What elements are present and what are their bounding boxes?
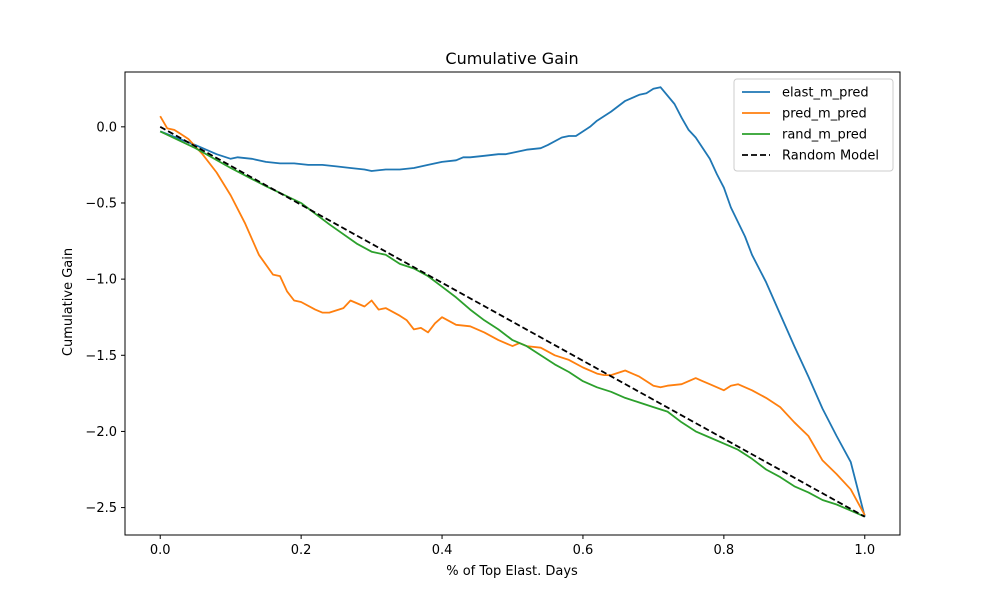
legend-box <box>733 78 894 172</box>
x-tick-label: 1.0 <box>854 543 875 558</box>
y-axis-label: Cumulative Gain <box>61 248 76 356</box>
series-line-elast-m-pred <box>159 86 866 517</box>
x-axis-label: % of Top Elast. Days <box>446 564 578 579</box>
x-tick-label: 0.2 <box>291 543 312 558</box>
chart-title: Cumulative Gain <box>445 49 578 68</box>
series-line-random-model <box>159 126 866 518</box>
legend-entry-label: rand_m_pred <box>782 128 867 143</box>
plot-area <box>124 71 901 536</box>
legend-entry-label: elast_m_pred <box>782 86 869 101</box>
series-line-pred-m-pred <box>159 115 866 516</box>
legend-entry-label: Random Model <box>782 149 879 164</box>
y-tick-label: −0.5 <box>85 196 117 211</box>
x-tick-label: 0.8 <box>714 543 735 558</box>
y-tick-label: 0.0 <box>96 120 117 135</box>
legend: elast_m_pred pred_m_pred rand_m_pred Random… <box>733 78 894 172</box>
y-axis-ticks: 0.0 −0.5 −1.0 −1.5 −2.0 −2.5 <box>85 120 125 516</box>
y-tick-label: −2.0 <box>85 425 117 440</box>
y-tick-label: −1.5 <box>85 349 117 364</box>
y-tick-label: −1.0 <box>85 273 117 288</box>
x-tick-label: 0.4 <box>432 543 453 558</box>
axes-frame <box>124 71 901 536</box>
series-line-rand-m-pred <box>159 130 866 518</box>
y-tick-label: −2.5 <box>85 501 117 516</box>
x-tick-label: 0.6 <box>573 543 594 558</box>
x-axis-ticks: 0.0 0.2 0.4 0.6 0.8 1.0 <box>150 535 875 558</box>
legend-entry-label: pred_m_pred <box>782 107 867 122</box>
x-tick-label: 0.0 <box>150 543 171 558</box>
